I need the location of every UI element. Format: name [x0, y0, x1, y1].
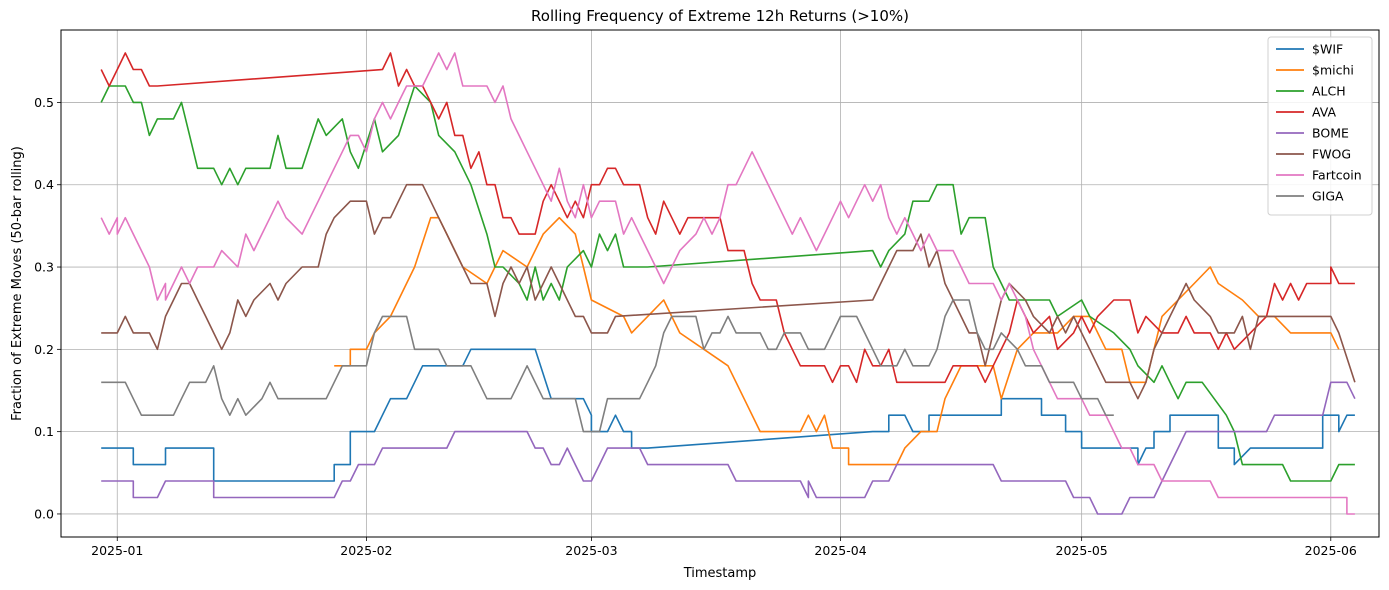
series-line-fwog — [101, 183, 1356, 400]
x-tick-label: 2025-03 — [565, 543, 617, 558]
x-tick-label: 2025-04 — [814, 543, 866, 558]
y-tick-label: 0.2 — [34, 342, 54, 357]
x-tick-label: 2025-02 — [340, 543, 392, 558]
y-axis-ticks: 0.0 0.1 0.2 0.3 0.4 0.5 — [34, 95, 61, 521]
series-line-fartcoin — [100, 52, 1355, 515]
x-axis-label: Timestamp — [683, 566, 757, 581]
legend-label-alch: ALCH — [1312, 84, 1346, 99]
grid-lines — [61, 30, 1379, 537]
x-axis-ticks: 2025-01 2025-02 2025-03 2025-04 2025-05 2025-… — [91, 537, 1357, 558]
legend: $WIF $michi ALCH AVA BOME FWOG Fartcoin GIGA — [1267, 36, 1373, 216]
y-tick-label: 0.5 — [34, 95, 54, 110]
y-tick-label: 0.1 — [34, 424, 54, 439]
legend-label-wif: $WIF — [1312, 42, 1343, 57]
series-line-giga — [101, 299, 1114, 433]
legend-label-giga: GIGA — [1312, 189, 1344, 204]
series-line-bome — [101, 381, 1356, 515]
series-line-wif — [101, 348, 1355, 482]
series-line-alch — [100, 85, 1355, 482]
legend-label-bome: BOME — [1312, 126, 1349, 141]
series-layer — [100, 52, 1356, 515]
plot-frame — [60, 29, 1380, 538]
x-tick-label: 2025-01 — [91, 543, 143, 558]
x-tick-label: 2025-06 — [1305, 543, 1357, 558]
chart-title: Rolling Frequency of Extreme 12h Returns… — [531, 7, 909, 25]
series-line-ava — [100, 52, 1355, 384]
y-tick-label: 0.3 — [34, 260, 54, 275]
legend-box — [1267, 36, 1373, 216]
legend-label-ava: AVA — [1312, 105, 1337, 120]
y-axis-label: Fraction of Extreme Moves (50-bar rollin… — [10, 146, 25, 421]
legend-label-fwog: FWOG — [1312, 147, 1351, 162]
x-tick-label: 2025-05 — [1056, 543, 1108, 558]
y-tick-label: 0.0 — [34, 506, 54, 521]
y-tick-label: 0.4 — [34, 177, 54, 192]
legend-label-fartcoin: Fartcoin — [1312, 168, 1362, 183]
legend-label-michi: $michi — [1312, 63, 1354, 78]
